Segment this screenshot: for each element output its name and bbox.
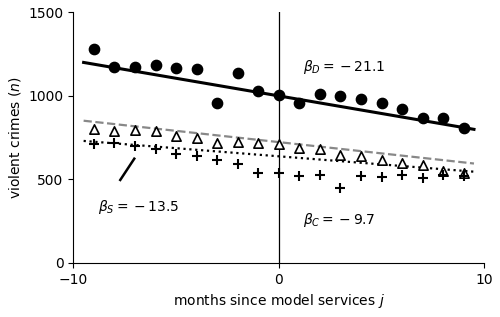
Point <box>296 100 304 105</box>
Point <box>418 163 426 168</box>
Point <box>192 67 200 72</box>
Point <box>316 172 324 177</box>
Point <box>172 133 180 139</box>
Point <box>234 162 241 167</box>
Point <box>110 128 118 133</box>
Point <box>378 158 386 163</box>
Point <box>131 127 139 133</box>
Point <box>316 92 324 97</box>
Point <box>357 97 365 102</box>
Point <box>275 142 283 147</box>
Point <box>234 70 241 75</box>
Point <box>316 147 324 152</box>
Point <box>357 153 365 158</box>
Point <box>439 115 447 120</box>
Point <box>378 174 386 179</box>
Point <box>192 154 200 159</box>
Point <box>90 47 98 52</box>
Point <box>296 173 304 178</box>
Point <box>90 127 98 132</box>
Point <box>275 93 283 98</box>
Point <box>336 152 344 158</box>
Point <box>418 115 426 120</box>
Text: $\beta_C = -9.7$: $\beta_C = -9.7$ <box>304 211 376 229</box>
Point <box>152 62 160 68</box>
Point <box>192 135 200 140</box>
Text: $\beta_S = -13.5$: $\beta_S = -13.5$ <box>98 198 179 216</box>
Point <box>110 141 118 146</box>
Point <box>439 172 447 177</box>
Point <box>254 88 262 94</box>
Point <box>213 140 221 145</box>
Point <box>131 143 139 148</box>
Point <box>234 139 241 144</box>
Point <box>172 65 180 70</box>
Point <box>152 147 160 152</box>
Point <box>131 64 139 69</box>
Point <box>213 100 221 105</box>
Point <box>418 176 426 181</box>
Point <box>152 128 160 133</box>
Point <box>275 171 283 176</box>
Point <box>336 185 344 190</box>
Point <box>110 64 118 69</box>
Text: $\beta_D = -21.1$: $\beta_D = -21.1$ <box>304 57 386 75</box>
Point <box>398 160 406 165</box>
Point <box>357 174 365 179</box>
Point <box>254 141 262 146</box>
Point <box>460 174 468 179</box>
Point <box>378 101 386 106</box>
Point <box>398 172 406 177</box>
Point <box>254 171 262 176</box>
Point <box>398 107 406 112</box>
Point <box>172 152 180 157</box>
Point <box>213 157 221 162</box>
X-axis label: months since model services $j$: months since model services $j$ <box>173 292 385 310</box>
Point <box>460 171 468 176</box>
Y-axis label: violent crimes ($n$): violent crimes ($n$) <box>7 76 23 199</box>
Point <box>90 142 98 147</box>
Point <box>460 125 468 130</box>
Point <box>296 146 304 151</box>
Point <box>336 93 344 98</box>
Point <box>439 168 447 173</box>
